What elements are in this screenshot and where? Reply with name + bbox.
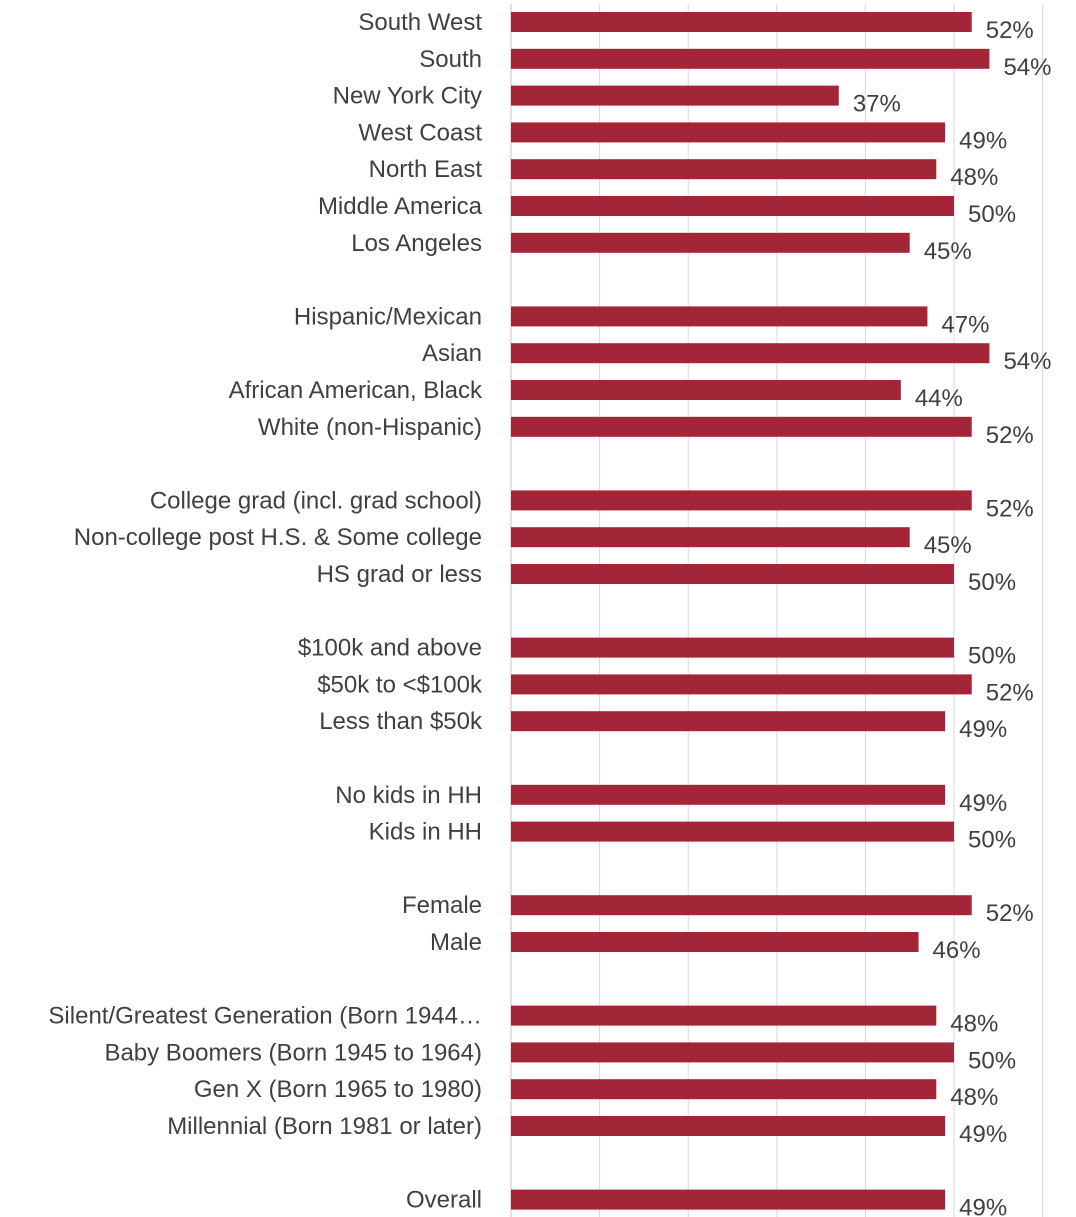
category-label: Male bbox=[430, 929, 482, 956]
data-label: 49% bbox=[959, 716, 1007, 743]
bar bbox=[511, 416, 972, 437]
category-label: Asian bbox=[422, 340, 482, 367]
bar bbox=[511, 1005, 937, 1026]
data-label: 50% bbox=[968, 569, 1016, 596]
bar bbox=[511, 196, 954, 216]
data-label: 52% bbox=[986, 900, 1034, 927]
bar bbox=[511, 48, 990, 69]
bar bbox=[511, 122, 946, 143]
bar bbox=[511, 85, 839, 106]
data-label: 52% bbox=[986, 17, 1034, 44]
bar bbox=[511, 490, 972, 511]
data-label: 50% bbox=[968, 643, 1016, 670]
data-label: 49% bbox=[959, 1195, 1007, 1217]
data-label: 48% bbox=[950, 1011, 998, 1038]
data-label: 54% bbox=[1003, 348, 1051, 375]
category-label: $100k and above bbox=[298, 635, 482, 662]
data-label: 52% bbox=[986, 495, 1034, 522]
category-label: Hispanic/Mexican bbox=[294, 303, 482, 330]
bar bbox=[511, 306, 928, 327]
bar bbox=[511, 895, 972, 916]
data-label: 47% bbox=[941, 311, 989, 338]
category-label: Baby Boomers (Born 1945 to 1964) bbox=[104, 1039, 482, 1066]
bar bbox=[511, 564, 954, 584]
category-label: Millennial (Born 1981 or later) bbox=[167, 1113, 482, 1140]
data-label: 49% bbox=[959, 127, 1007, 154]
data-label: 52% bbox=[986, 422, 1034, 449]
category-label: Non-college post H.S. & Some college bbox=[74, 524, 482, 551]
category-label: Female bbox=[402, 892, 482, 919]
data-label: 37% bbox=[853, 91, 901, 118]
data-label: 45% bbox=[924, 238, 972, 265]
data-label: 50% bbox=[968, 827, 1016, 854]
bar bbox=[511, 232, 910, 253]
category-label: North East bbox=[369, 156, 483, 183]
data-label: 50% bbox=[968, 201, 1016, 228]
data-label: 48% bbox=[950, 1084, 998, 1111]
category-label: New York City bbox=[333, 83, 482, 110]
category-label: Overall bbox=[406, 1187, 482, 1214]
data-label: 46% bbox=[933, 937, 981, 964]
data-label: 44% bbox=[915, 385, 963, 412]
bars bbox=[511, 12, 990, 1210]
bar bbox=[511, 380, 901, 400]
data-label: 49% bbox=[959, 1121, 1007, 1148]
bar bbox=[511, 1042, 954, 1063]
bar bbox=[511, 711, 946, 732]
category-label: Less than $50k bbox=[319, 708, 483, 735]
category-label: African American, Black bbox=[229, 377, 483, 404]
data-label: 52% bbox=[986, 679, 1034, 706]
category-label: Kids in HH bbox=[369, 819, 482, 846]
bar bbox=[511, 1079, 937, 1100]
data-label: 45% bbox=[924, 532, 972, 559]
bar bbox=[511, 674, 972, 695]
data-label: 48% bbox=[950, 164, 998, 191]
category-labels: South West South New York City West Coast No… bbox=[48, 9, 483, 1214]
category-label: South West bbox=[358, 9, 482, 36]
bar bbox=[511, 343, 990, 364]
category-label: Gen X (Born 1965 to 1980) bbox=[194, 1076, 482, 1103]
category-label: Silent/Greatest Generation (Born 1944… bbox=[48, 1003, 482, 1030]
category-label: West Coast bbox=[358, 119, 482, 146]
data-label: 54% bbox=[1003, 54, 1051, 81]
data-label: 50% bbox=[968, 1047, 1016, 1074]
category-label: White (non-Hispanic) bbox=[258, 414, 482, 441]
bar bbox=[511, 932, 919, 952]
bar bbox=[511, 784, 946, 805]
bar bbox=[511, 12, 972, 32]
data-label: 49% bbox=[959, 790, 1007, 817]
bar bbox=[511, 1116, 946, 1136]
category-label: Middle America bbox=[318, 193, 483, 220]
bar bbox=[511, 1189, 946, 1210]
value-labels: 52% 54% 37% 49% 48% 50% 45% 47% 54% 44% 52% 52% 45% 5… bbox=[853, 17, 1052, 1217]
bar bbox=[511, 637, 954, 658]
category-label: No kids in HH bbox=[335, 782, 482, 809]
category-label: South bbox=[419, 46, 482, 73]
bar bbox=[511, 821, 954, 842]
bar bbox=[511, 527, 910, 548]
category-label: Los Angeles bbox=[351, 230, 482, 257]
category-label: $50k to <$100k bbox=[317, 671, 483, 698]
category-label: College grad (incl. grad school) bbox=[150, 487, 482, 514]
bar bbox=[511, 159, 937, 180]
category-label: HS grad or less bbox=[317, 561, 482, 588]
